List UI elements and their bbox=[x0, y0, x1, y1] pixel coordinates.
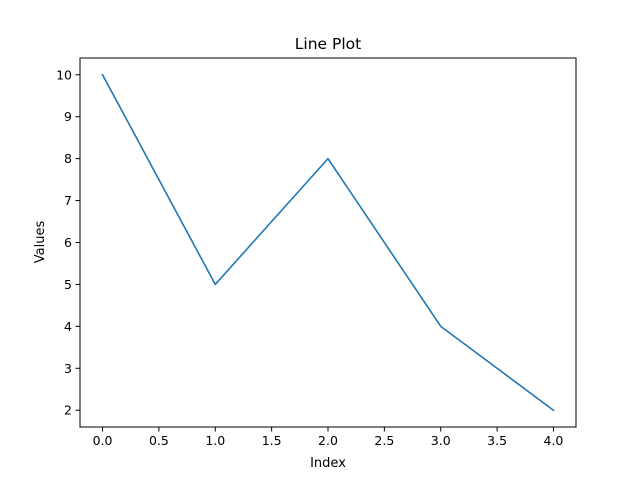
y-tick-label: 3 bbox=[64, 361, 72, 376]
y-tick-label: 6 bbox=[64, 235, 72, 250]
plot-area: 0.0 0.5 1.0 1.5 2.0 2.5 3.0 3.5 4.0 2 3 4 5 6 7 8 9 10 bbox=[56, 57, 577, 448]
y-tick-label: 4 bbox=[64, 319, 72, 334]
x-tick-label: 0.5 bbox=[149, 433, 169, 448]
y-tick-label: 8 bbox=[64, 151, 72, 166]
chart-title: Line Plot bbox=[295, 35, 361, 53]
x-tick-label: 1.5 bbox=[262, 433, 282, 448]
y-tick-label: 10 bbox=[56, 67, 72, 82]
y-tick-label: 9 bbox=[64, 109, 72, 124]
x-tick-label: 1.0 bbox=[205, 433, 225, 448]
y-tick-label: 5 bbox=[64, 277, 72, 292]
y-axis-label: Values bbox=[33, 221, 48, 264]
x-tick-label: 2.0 bbox=[318, 433, 338, 448]
y-tick-label: 2 bbox=[64, 403, 72, 418]
x-tick-label: 4.0 bbox=[544, 433, 564, 448]
x-axis-label: Index bbox=[310, 456, 346, 471]
x-tick-label: 3.0 bbox=[431, 433, 451, 448]
x-tick-label: 2.5 bbox=[374, 433, 394, 448]
series-line bbox=[101, 73, 555, 412]
x-tick-label: 0.0 bbox=[93, 433, 113, 448]
y-tick-label: 7 bbox=[64, 193, 72, 208]
x-tick-label: 3.5 bbox=[487, 433, 507, 448]
axes-frame bbox=[79, 57, 577, 428]
